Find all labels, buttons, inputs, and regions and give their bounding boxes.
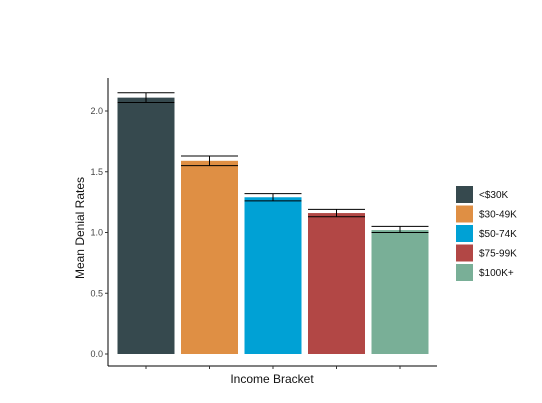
bar-1 <box>117 97 175 354</box>
legend-item-3: $50-74K <box>456 225 517 242</box>
legend-label: $30-49K <box>479 210 517 221</box>
bar-4 <box>308 213 365 354</box>
legend-swatch <box>456 186 473 203</box>
legend-swatch <box>456 205 473 223</box>
y-tick-label: 1.5 <box>90 167 103 177</box>
y-tick-label: 0.0 <box>90 349 103 359</box>
error-bar-2 <box>181 155 238 167</box>
error-bar-1 <box>117 92 175 103</box>
legend-label: $50-74K <box>479 229 517 240</box>
y-tick-label: 1.0 <box>90 228 103 238</box>
legend-item-5: $100K+ <box>456 264 514 281</box>
axes-group: 0.0 0.5 1.0 1.5 2.0 <box>90 78 437 369</box>
error-bar-5 <box>371 225 429 233</box>
legend-swatch <box>456 264 473 281</box>
legend-swatch <box>456 244 473 262</box>
y-axis-title: Mean Denial Rates <box>73 177 87 279</box>
x-axis-title: Income Bracket <box>230 372 314 386</box>
legend-label: <$30K <box>479 190 509 201</box>
legend-swatch <box>456 225 473 242</box>
y-tick-label: 2.0 <box>90 106 103 116</box>
y-tick-label: 0.5 <box>90 288 103 298</box>
legend-item-1: <$30K <box>456 186 509 203</box>
bars-group <box>117 97 429 354</box>
bar-3 <box>244 197 302 354</box>
legend: <$30K $30-49K $50-74K $75-99K $100K+ <box>456 186 517 281</box>
bar-2 <box>181 160 238 354</box>
error-bar-4 <box>308 208 365 218</box>
legend-label: $100K+ <box>479 268 514 279</box>
error-bars-group <box>117 92 429 233</box>
bar-5 <box>371 230 429 354</box>
legend-label: $75-99K <box>479 249 517 260</box>
error-bar-3 <box>244 193 302 202</box>
legend-item-4: $75-99K <box>456 244 517 262</box>
legend-item-2: $30-49K <box>456 205 517 223</box>
